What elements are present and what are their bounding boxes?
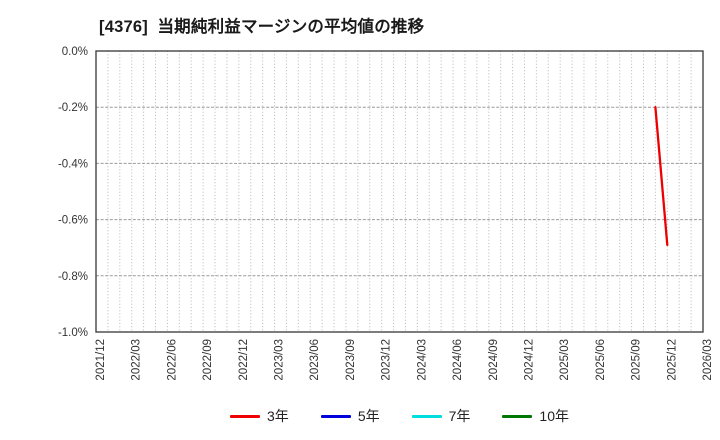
- x-tick-label: 2026/03: [702, 339, 714, 381]
- x-tick-label: 2021/12: [95, 339, 107, 381]
- legend: 3年 5年 7年 10年: [96, 404, 703, 428]
- x-tick-label: 2022/06: [166, 339, 178, 381]
- y-tick-label: -1.0%: [58, 327, 88, 339]
- y-tick-label: -0.6%: [58, 215, 88, 227]
- y-tick-label: 0.0%: [62, 46, 88, 58]
- legend-swatch: [320, 414, 351, 418]
- y-tick-label: -0.8%: [58, 271, 88, 283]
- legend-swatch: [502, 414, 533, 418]
- legend-item: 7年: [411, 408, 471, 424]
- x-tick-label: 2022/03: [131, 339, 143, 381]
- legend-swatch: [230, 414, 261, 418]
- plot-border: [95, 50, 704, 333]
- legend-label: 3年: [267, 408, 289, 424]
- x-tick-label: 2024/09: [488, 339, 500, 381]
- legend-item: 10年: [502, 409, 569, 423]
- x-tick-label: 2025/12: [666, 339, 678, 381]
- legend-swatch: [411, 414, 442, 418]
- x-tick-label: 2022/12: [238, 339, 250, 381]
- x-tick-label: 2023/12: [381, 339, 393, 381]
- x-tick-label: 2024/03: [416, 339, 428, 381]
- x-tick-label: 2023/09: [345, 339, 357, 381]
- x-tick-label: 2023/03: [274, 339, 286, 381]
- x-tick-label: 2023/06: [309, 339, 321, 381]
- x-tick-label: 2022/09: [202, 339, 214, 381]
- legend-label: 10年: [539, 408, 569, 424]
- y-tick-label: -0.2%: [58, 102, 88, 114]
- chart-title: [4376] 当期純利益マージンの平均値の推移: [99, 18, 425, 36]
- x-tick-label: 2024/12: [523, 339, 535, 381]
- legend-item: 3年: [230, 409, 289, 423]
- legend-label: 7年: [448, 408, 471, 424]
- x-tick-label: 2024/06: [452, 339, 464, 381]
- series-line-0: [654, 106, 669, 247]
- legend-item: 5年: [320, 408, 380, 424]
- x-tick-label: 2025/03: [559, 339, 571, 381]
- plot-area: 0.0% -0.2% -0.4% -0.6% -0.8% -1.0% 2021/12 2022…: [58, 46, 714, 381]
- legend-label: 5年: [357, 408, 380, 424]
- x-tick-label: 2025/09: [631, 339, 643, 381]
- x-tick-label: 2025/06: [595, 339, 607, 381]
- y-tick-label: -0.4%: [58, 158, 88, 170]
